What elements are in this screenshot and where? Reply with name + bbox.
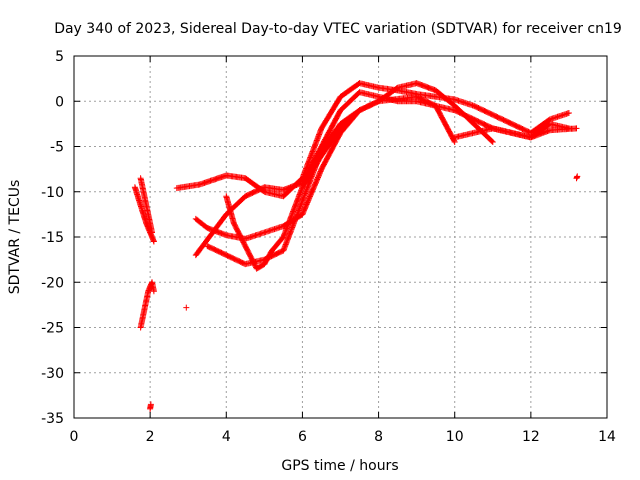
y-tick-label: 0	[55, 94, 64, 110]
series-markers	[173, 80, 572, 200]
series-isolated	[183, 304, 190, 311]
series-markers	[183, 304, 190, 311]
y-tick-label: -10	[41, 185, 64, 201]
series-markers	[137, 279, 157, 331]
y-tick-label: -25	[41, 321, 64, 337]
x-axis-label: GPS time / hours	[281, 458, 398, 474]
x-tick-label: 6	[298, 429, 307, 445]
series-track-5	[223, 107, 363, 272]
series-track-6	[451, 120, 572, 141]
series-track-1	[173, 80, 572, 200]
x-tick-label: 2	[146, 429, 155, 445]
series-early-drop-b	[137, 175, 155, 236]
x-tick-label: 4	[222, 429, 231, 445]
series-markers	[573, 173, 581, 182]
series-markers	[223, 107, 363, 272]
axis-ticks: 0 2 4 6 8 10 12 14 5 0 -5 -10 -15 -20 -25 -30 -35	[41, 49, 616, 445]
y-tick-label: -30	[41, 366, 64, 382]
y-tick-label: -20	[41, 275, 64, 291]
x-tick-label: 10	[446, 429, 464, 445]
y-tick-label: 5	[55, 49, 64, 65]
series-early-low	[147, 401, 154, 412]
y-tick-label: -5	[50, 140, 64, 156]
series-early-dip	[137, 279, 157, 331]
x-tick-label: 8	[374, 429, 383, 445]
x-tick-label: 12	[522, 429, 540, 445]
series-markers	[147, 401, 154, 412]
x-tick-label: 0	[70, 429, 79, 445]
data-points	[131, 80, 581, 412]
y-axis-label: SDTVAR / TECUs	[7, 180, 23, 295]
y-tick-label: -35	[41, 411, 64, 427]
series-late	[573, 173, 581, 182]
chart-title: Day 340 of 2023, Sidereal Day-to-day VTE…	[54, 21, 622, 37]
series-markers	[137, 175, 155, 236]
y-tick-label: -15	[41, 230, 64, 246]
x-tick-label: 14	[598, 429, 616, 445]
series-markers	[451, 120, 572, 141]
